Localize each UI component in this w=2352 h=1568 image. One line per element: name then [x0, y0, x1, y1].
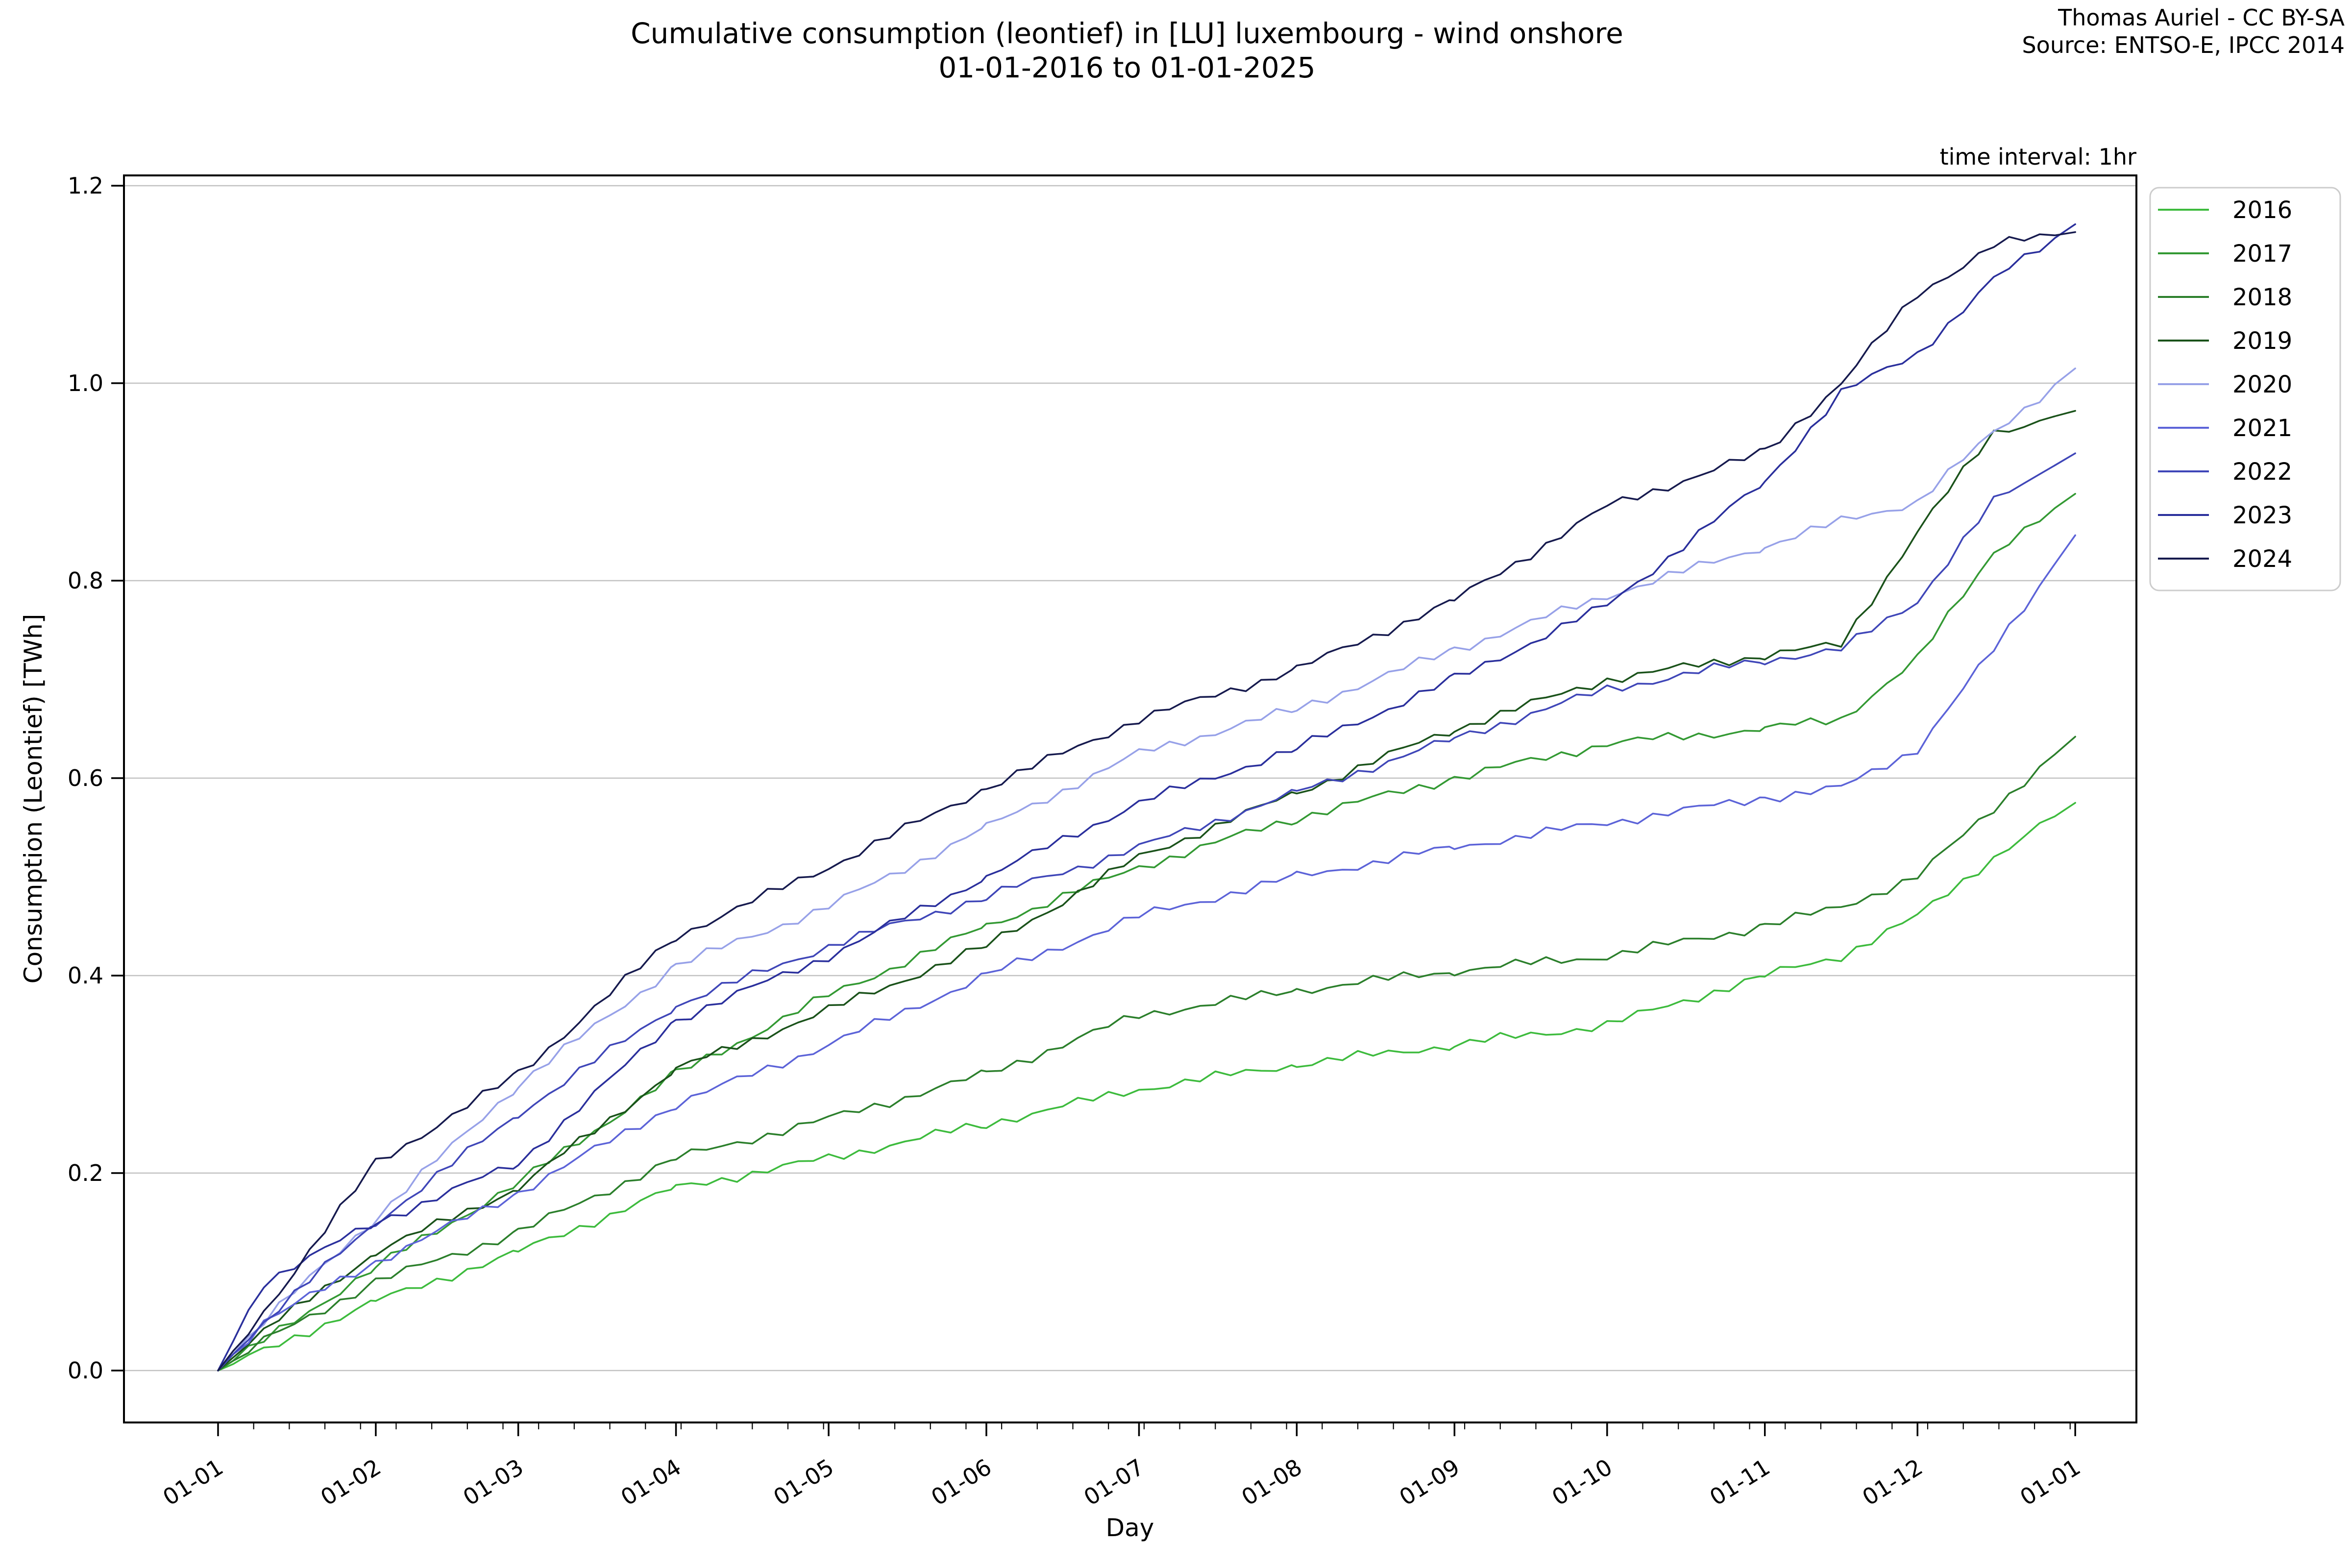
time-interval-note: time interval: 1hr	[1940, 144, 2136, 170]
series-line-2019	[217, 410, 2076, 1372]
y-axis-label: Consumption (Leontief) [TWh]	[19, 614, 48, 984]
legend-label-2020: 2020	[2232, 371, 2292, 398]
y-tick-label-0.0: 0.0	[68, 1357, 103, 1384]
series-line-2024	[217, 231, 2076, 1372]
author-credit: Thomas Auriel - CC BY-SA	[2058, 4, 2345, 31]
x-axis-label: Day	[1106, 1514, 1154, 1542]
series-line-2022	[217, 452, 2076, 1372]
legend-label-2023: 2023	[2232, 502, 2292, 529]
x-tick-label-01-09: 01-09	[1395, 1454, 1464, 1511]
x-tick-label-01-03: 01-03	[459, 1454, 528, 1511]
x-tick-label-01-06: 01-06	[927, 1454, 996, 1511]
legend-box: 2016 2017 2018 2019 2020 2021 2022 2023 2024	[2149, 187, 2341, 591]
chart-title-line2: 01-01-2016 to 01-01-2025	[938, 51, 1315, 84]
x-axis-ticks: 01-01 01-02 01-03 01-04 01-05 01-06 01-07 01-08…	[158, 1422, 2085, 1511]
axes-spines	[123, 174, 2137, 1423]
series-line-2021	[217, 534, 2076, 1372]
y-tick-label-0.2: 0.2	[68, 1160, 103, 1186]
y-tick-label-0.4: 0.4	[68, 962, 103, 989]
chart-title-line1: Cumulative consumption (leontief) in [LU…	[631, 17, 1623, 50]
series-line-2016	[217, 802, 2076, 1372]
legend-frame	[2149, 187, 2341, 591]
legend-label-2019: 2019	[2232, 327, 2292, 355]
x-tick-label-01-01: 01-01	[2015, 1454, 2085, 1511]
y-tick-label-0.8: 0.8	[68, 567, 103, 594]
x-tick-label-01-04: 01-04	[616, 1454, 686, 1511]
plot-border	[123, 174, 2137, 1423]
legend-label-2022: 2022	[2232, 458, 2292, 486]
year-series-lines	[217, 223, 2076, 1372]
y-tick-label-0.6: 0.6	[68, 765, 103, 791]
x-tick-label-01-01: 01-01	[158, 1454, 228, 1511]
y-axis-ticks: 0.0 0.2 0.4 0.6 0.8 1.0 1.2	[68, 172, 124, 1384]
legend-label-2016: 2016	[2232, 196, 2292, 224]
x-tick-label-01-11: 01-11	[1705, 1454, 1775, 1511]
series-line-2017	[217, 492, 2076, 1372]
x-tick-label-01-05: 01-05	[769, 1454, 838, 1511]
data-source-credit: Source: ENTSO-E, IPCC 2014	[2022, 32, 2345, 58]
y-tick-label-1.2: 1.2	[68, 172, 103, 199]
x-tick-label-01-07: 01-07	[1079, 1454, 1149, 1511]
x-tick-label-01-02: 01-02	[316, 1454, 386, 1511]
x-tick-label-01-08: 01-08	[1237, 1454, 1306, 1511]
x-tick-label-01-10: 01-10	[1547, 1454, 1617, 1511]
legend-label-2018: 2018	[2232, 284, 2292, 311]
y-tick-label-1.0: 1.0	[68, 370, 103, 396]
horizontal-gridlines	[124, 185, 2136, 1372]
legend-label-2017: 2017	[2232, 240, 2292, 268]
legend-label-2024: 2024	[2232, 545, 2292, 573]
series-line-2018	[217, 735, 2076, 1372]
x-tick-label-01-12: 01-12	[1858, 1454, 1927, 1511]
series-line-2020	[217, 368, 2076, 1372]
legend-label-2021: 2021	[2232, 415, 2292, 442]
series-line-2023	[217, 223, 2076, 1372]
